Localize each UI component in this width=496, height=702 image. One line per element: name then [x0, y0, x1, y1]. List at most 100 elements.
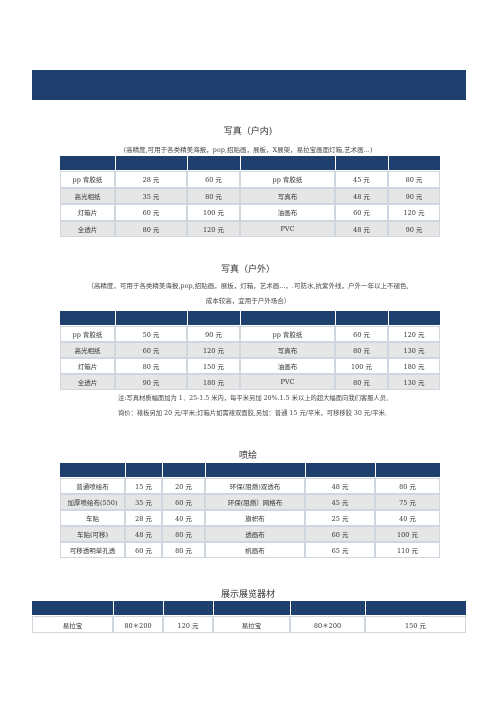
table-cell: 80 元 — [187, 187, 240, 204]
section-title: 写真（户内) — [223, 127, 273, 137]
table-cell: 透画布 — [205, 526, 305, 542]
table-cell: 35 元 — [125, 494, 162, 510]
table-cell: 写真布 — [240, 342, 335, 358]
table-cell: 写真布 — [240, 187, 335, 204]
header-divider — [187, 311, 188, 325]
header-divider — [113, 601, 114, 615]
table-cell: 80 元 — [335, 342, 388, 358]
table-cell: 45 元 — [335, 171, 388, 188]
table-cell: 80 元 — [375, 478, 440, 494]
table-cell: 120 元 — [388, 326, 440, 342]
table-cell: 100 元 — [187, 204, 240, 221]
table-cell: 35 元 — [115, 187, 187, 204]
table-cell: 90 元 — [388, 187, 440, 204]
table-cell: 60 元 — [162, 494, 205, 510]
table-cell: 180 元 — [388, 358, 440, 374]
table-cell: 28 元 — [115, 171, 187, 188]
header-divider — [375, 463, 376, 477]
table-cell: 150 元 — [187, 358, 240, 374]
table-cell: 48 元 — [125, 526, 162, 542]
header-divider — [290, 601, 291, 615]
table-cell: 90 元 — [388, 220, 440, 237]
table-cell: PVC — [240, 220, 335, 237]
table-header — [60, 463, 440, 477]
header-divider — [240, 156, 241, 170]
table-cell: 80 元 — [162, 526, 205, 542]
table-cell: 100 元 — [335, 358, 388, 374]
table-cell: 48 元 — [305, 478, 375, 494]
table-cell: 180 元 — [187, 374, 240, 390]
table-cell: pp 背胶纸 — [240, 171, 335, 188]
table-cell: 130 元 — [388, 342, 440, 358]
table-cell: 80 元 — [388, 171, 440, 188]
table-cell: pp 背胶纸 — [240, 326, 335, 342]
table-cell: 20 元 — [162, 478, 205, 494]
table-cell: 65 元 — [305, 542, 375, 558]
table-cell: 60 元 — [335, 204, 388, 221]
table-cell: 灯箱片 — [60, 358, 115, 374]
table-cell: 80＊200 — [113, 616, 163, 633]
table-cell: 60 元 — [187, 171, 240, 188]
table-cell: 130 元 — [388, 374, 440, 390]
header-divider — [365, 601, 366, 615]
table-cell: PVC — [240, 374, 335, 390]
header-divider — [305, 463, 306, 477]
table-cell: 全透片 — [60, 374, 115, 390]
table-cell: 高光相纸 — [60, 187, 115, 204]
header-divider — [163, 601, 164, 615]
table-cell: 45 元 — [305, 494, 375, 510]
table-cell: 60 元 — [335, 326, 388, 342]
table-cell: 加厚喷绘布(550) — [60, 494, 125, 510]
table-cell: 易拉宝 — [213, 616, 290, 633]
table-cell: 25 元 — [305, 510, 375, 526]
table-cell: 15 元 — [125, 478, 162, 494]
table-cell: 油画布 — [240, 204, 335, 221]
header-bar — [32, 70, 466, 100]
table-cell: 120 元 — [187, 342, 240, 358]
table-cell: 普通喷绘布 — [60, 478, 125, 494]
table-cell: 90 元 — [187, 326, 240, 342]
table-cell: pp 背胶纸 — [60, 171, 115, 188]
table-cell: 环保(阻燃)双透布 — [205, 478, 305, 494]
table-cell: 80＊200 — [290, 616, 365, 633]
table-header — [60, 311, 440, 325]
header-divider — [388, 311, 389, 325]
table-cell: 80 元 — [115, 220, 187, 237]
section-subtitle: 成本较高，宜用于户外场合） — [205, 297, 291, 305]
header-divider — [388, 156, 389, 170]
table-cell: 40 元 — [375, 510, 440, 526]
table-cell: 110 元 — [375, 542, 440, 558]
table-cell: pp 背胶纸 — [60, 326, 115, 342]
table-cell: 28 元 — [125, 510, 162, 526]
table-cell: 120 元 — [187, 220, 240, 237]
note: 询价：裱板另加 20 元/平米;灯箱片如需裱双面胶,另加：普通 15 元/平米，… — [118, 410, 387, 417]
table-cell: 车贴 — [60, 510, 125, 526]
table-cell: 120 元 — [163, 616, 213, 633]
table-cell: 60 元 — [125, 542, 162, 558]
table-cell: 48 元 — [335, 187, 388, 204]
header-divider — [125, 463, 126, 477]
table-cell: 高光相纸 — [60, 342, 115, 358]
section-title: 喷绘 — [238, 451, 257, 461]
table-cell: 全透片 — [60, 220, 115, 237]
section-subtitle: （高精度，可用于各类精美海报,pop,招贴画，展板，灯箱，艺术画...，.可防水… — [87, 282, 409, 290]
table-cell: 150 元 — [365, 616, 466, 633]
header-divider — [115, 311, 116, 325]
header-divider — [213, 601, 214, 615]
table-cell: 易拉宝 — [32, 616, 113, 633]
section-subtitle: (高精度,可用于各类精美海报，pop,招贴画，展板，X展架，易拉宝画面灯箱,艺术… — [123, 146, 373, 154]
table-cell: 60 元 — [305, 526, 375, 542]
table-cell: 可移透明单孔透 — [60, 542, 125, 558]
section-title: 写真（户外） — [220, 265, 275, 275]
header-divider — [205, 463, 206, 477]
table-cell: 帆画布 — [205, 542, 305, 558]
table-header — [32, 601, 466, 615]
table-cell: 100 元 — [375, 526, 440, 542]
note: 注:写真材质幅面加为 1．25-1.5 米内，每平米另加 20%.1.5 米以上… — [118, 395, 393, 402]
table-cell: 80 元 — [162, 542, 205, 558]
table-cell: 60 元 — [115, 342, 187, 358]
table-cell: 灯箱片 — [60, 204, 115, 221]
header-divider — [187, 156, 188, 170]
table-cell: 75 元 — [375, 494, 440, 510]
